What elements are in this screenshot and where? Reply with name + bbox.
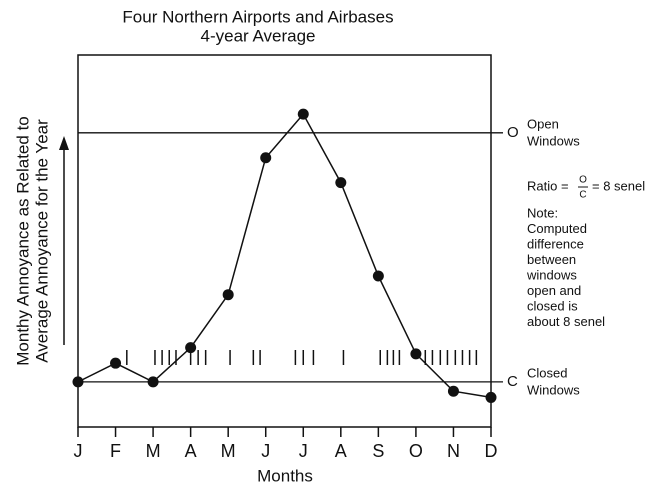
x-tick-label: S: [372, 441, 384, 461]
x-tick-label: J: [261, 441, 270, 461]
ratio-prefix: Ratio =: [527, 178, 569, 193]
x-tick-label: M: [146, 441, 161, 461]
x-tick-label: O: [409, 441, 423, 461]
x-tick-label: D: [485, 441, 498, 461]
data-point: [447, 385, 459, 397]
data-point: [297, 108, 309, 120]
data-point: [72, 376, 84, 388]
chart-title: Four Northern Airports and Airbases: [122, 7, 393, 26]
reference-note: Windows: [527, 133, 580, 148]
ratio-numerator: O: [579, 175, 587, 186]
note-line: between: [527, 252, 576, 267]
data-point: [222, 289, 234, 301]
x-tick-label: A: [185, 441, 197, 461]
data-point: [147, 376, 159, 388]
plot-frame: [77, 54, 492, 428]
note-line: Note:: [527, 205, 558, 220]
note-line: difference: [527, 236, 584, 251]
x-tick-label: J: [299, 441, 308, 461]
note-line: open and: [527, 283, 581, 298]
x-tick-label: J: [74, 441, 83, 461]
chart-title: 4-year Average: [201, 26, 316, 45]
note-line: Computed: [527, 221, 587, 236]
data-point: [335, 177, 347, 189]
reference-label: C: [507, 373, 518, 390]
ratio-suffix: = 8 senel: [592, 178, 645, 193]
data-point: [185, 342, 197, 354]
data-point: [260, 152, 272, 164]
reference-note: Windows: [527, 382, 580, 397]
note-line: windows: [526, 267, 577, 282]
data-point: [372, 270, 384, 282]
note-line: about 8 senel: [527, 314, 605, 329]
data-point: [110, 357, 122, 369]
data-point: [485, 391, 497, 403]
x-tick-label: F: [110, 441, 121, 461]
reference-label: O: [507, 124, 519, 141]
x-tick-label: A: [335, 441, 347, 461]
x-tick-label: M: [221, 441, 236, 461]
data-line: [77, 112, 492, 399]
note-line: closed is: [527, 298, 578, 313]
y-arrow-head: [59, 136, 69, 150]
x-tick-label: N: [447, 441, 460, 461]
y-axis-label: Monthy Annoyance as Related to: [13, 116, 32, 366]
reference-note: Open: [527, 116, 559, 131]
data-point: [410, 348, 422, 360]
y-axis-label: Average Annoyance for the Year: [32, 119, 51, 363]
x-axis-label: Months: [257, 466, 313, 485]
ratio-denominator: C: [579, 190, 586, 201]
reference-note: Closed: [527, 365, 567, 380]
